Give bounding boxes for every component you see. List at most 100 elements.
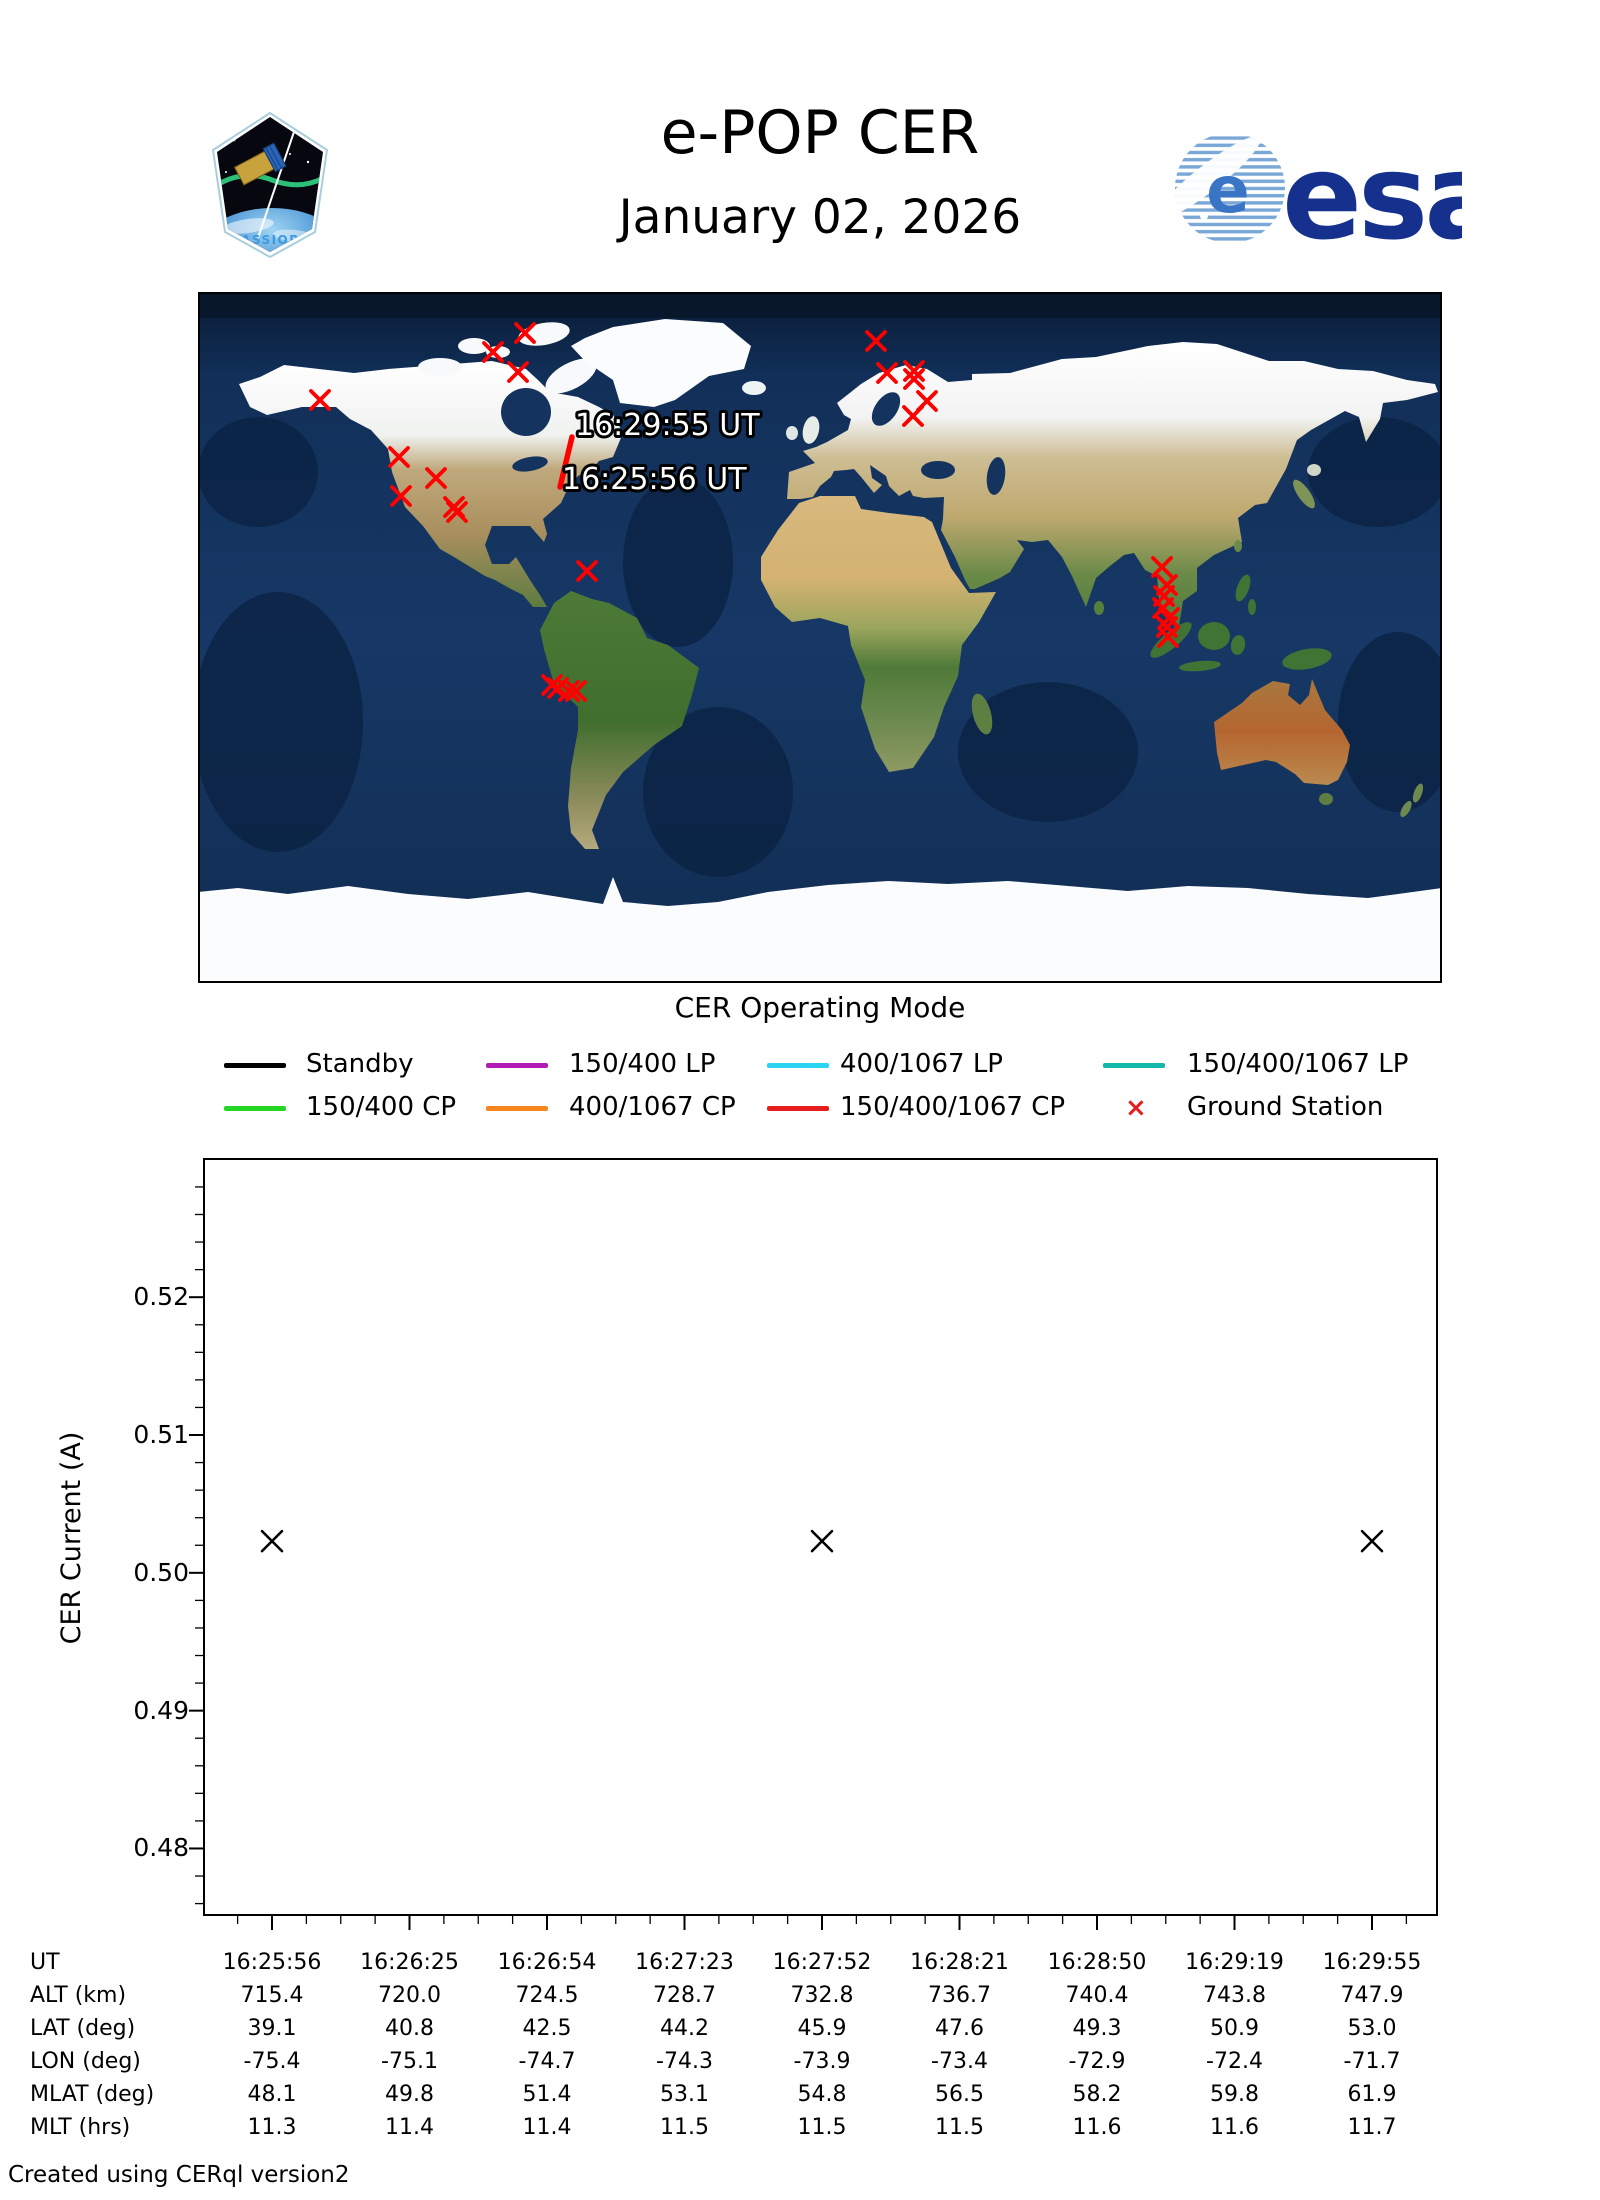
table-cell: 732.8	[790, 1983, 854, 2008]
table-cell: 16:26:25	[360, 1950, 459, 1975]
table-cell: 59.8	[1210, 2082, 1259, 2107]
ground-station-marker	[903, 368, 925, 390]
table-cell: 51.4	[522, 2082, 572, 2107]
table-row-label: MLAT (deg)	[30, 2082, 155, 2107]
table-cell: 54.8	[797, 2082, 847, 2107]
table-cell: 53.1	[660, 2082, 709, 2107]
table-cell: 16:26:54	[497, 1950, 597, 1975]
ground-station-marker	[514, 322, 536, 344]
table-cell: 11.5	[797, 2115, 847, 2140]
table-cell: 743.8	[1203, 1983, 1266, 2008]
table-cell: 747.9	[1340, 1983, 1404, 2008]
world-map: 16:29:55 UT 16:25:56 UT	[198, 292, 1442, 983]
y-axis-label: CER Current (A)	[56, 1431, 87, 1645]
legend-line-swatch	[767, 1062, 829, 1068]
plot-border	[203, 1158, 1438, 1916]
table-cell: 724.5	[515, 1983, 579, 2008]
table-cell: 44.2	[660, 2016, 709, 2041]
table-cell: 42.5	[522, 2016, 572, 2041]
y-tick-label: 0.51	[133, 1420, 189, 1449]
ground-station-marker	[576, 560, 598, 582]
legend-entry-label: 150/400/1067 CP	[840, 1092, 1066, 1122]
table-cell: -73.9	[793, 2049, 851, 2074]
y-tick-label: 0.48	[133, 1833, 189, 1863]
legend-line-swatch	[1103, 1062, 1165, 1068]
legend-entry-label: Ground Station	[1187, 1092, 1384, 1122]
y-tick-label: 0.49	[133, 1695, 189, 1725]
table-cell: 16:27:23	[635, 1950, 734, 1975]
ground-station-marker	[1157, 626, 1179, 648]
legend-line-swatch	[224, 1062, 286, 1068]
table-cell: 49.8	[385, 2082, 434, 2107]
table-cell: 736.7	[928, 1983, 991, 2008]
table-cell: 61.9	[1347, 2082, 1397, 2107]
track-start-time-label: 16:25:56 UT	[562, 462, 747, 497]
ground-station-marker	[865, 330, 887, 352]
track-end-time-label: 16:29:55 UT	[575, 408, 760, 443]
table-cell: 16:29:19	[1185, 1950, 1284, 1975]
legend-line-swatch	[767, 1105, 829, 1111]
table-row: MLAT (deg) 48.1 49.8 51.4 53.1 54.8 56.5 58.2 59…	[0, 2080, 1600, 2110]
figure-date: January 02, 2026	[618, 190, 1022, 245]
ground-station-marker	[903, 360, 925, 382]
table-cell: 728.7	[653, 1983, 716, 2008]
table-cell: -74.3	[656, 2049, 713, 2074]
ground-station-marker	[558, 680, 580, 702]
table-cell: 16:28:21	[910, 1950, 1009, 1975]
table-cell: 16:29:55	[1322, 1950, 1422, 1975]
table-cell: -72.9	[1068, 2049, 1126, 2074]
legend-entry-label: 150/400 LP	[569, 1049, 716, 1079]
ground-station-marker	[902, 405, 924, 427]
table-cell: 720.0	[378, 1983, 441, 2008]
table-row: LON (deg) -75.4 -75.1 -74.7 -74.3 -73.9 -73.4 -…	[0, 2047, 1600, 2077]
legend-x-marker: ×	[1125, 1093, 1147, 1123]
table-cell: 11.5	[660, 2115, 709, 2140]
cassiope-mission-patch: CASSIOPE	[211, 111, 329, 259]
table-cell: 715.4	[240, 1983, 304, 2008]
map-border	[198, 292, 1442, 983]
table-cell: 48.1	[247, 2082, 297, 2107]
table-cell: 50.9	[1210, 2016, 1259, 2041]
ground-station-marker	[1152, 597, 1174, 619]
table-cell: 11.6	[1072, 2115, 1122, 2140]
table-cell: 16:27:52	[772, 1950, 872, 1975]
data-point-marker	[260, 1529, 284, 1553]
table-cell: -73.4	[931, 2049, 988, 2074]
figure-title: e-POP CER	[660, 98, 980, 168]
legend-entry-label: Standby	[306, 1049, 414, 1079]
table-cell: 16:25:56	[222, 1950, 322, 1975]
ground-station-marker	[425, 467, 447, 489]
table-row-label: LON (deg)	[30, 2049, 141, 2074]
table-cell: -71.7	[1343, 2049, 1401, 2074]
ground-station-marker	[565, 680, 587, 702]
table-cell: 740.4	[1065, 1983, 1129, 2008]
ground-station-marker	[876, 362, 898, 384]
table-cell: 39.1	[247, 2016, 297, 2041]
table-cell: -75.4	[243, 2049, 301, 2074]
esa-wordmark: esa	[1282, 128, 1462, 256]
ground-station-marker	[309, 389, 331, 411]
table-row: ALT (km) 715.4 720.0 724.5 728.7 732.8 736.7 74…	[0, 1981, 1600, 2011]
table-cell: 16:28:50	[1047, 1950, 1147, 1975]
legend-line-swatch	[486, 1105, 548, 1111]
ground-station-marker	[507, 361, 529, 383]
table-cell: 11.7	[1347, 2115, 1397, 2140]
legend-entry-label: 150/400 CP	[306, 1092, 457, 1122]
legend-title: CER Operating Mode	[674, 991, 966, 1024]
table-cell: 56.5	[935, 2082, 984, 2107]
ground-station-marker	[388, 446, 410, 468]
table-cell: 45.9	[797, 2016, 847, 2041]
legend-entry-label: 150/400/1067 LP	[1187, 1049, 1409, 1079]
table-row-label: MLT (hrs)	[30, 2115, 131, 2140]
table-cell: -72.4	[1206, 2049, 1263, 2074]
data-point-marker	[1360, 1529, 1384, 1553]
satellite-track	[557, 434, 575, 490]
legend-entry-label: 400/1067 LP	[840, 1049, 1003, 1079]
data-point-marker	[810, 1529, 834, 1553]
y-tick-label: 0.50	[133, 1557, 189, 1587]
table-cell: 49.3	[1072, 2016, 1122, 2041]
esa-logo: e esa	[1175, 128, 1462, 256]
table-cell: -74.7	[518, 2049, 576, 2074]
ground-station-marker	[390, 485, 412, 507]
